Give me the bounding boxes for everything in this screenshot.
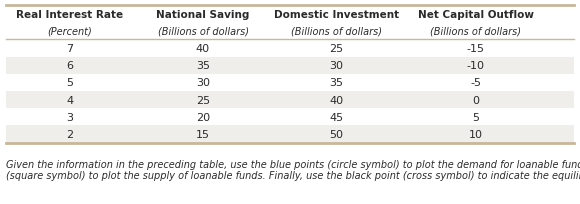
Text: (Percent): (Percent) (47, 27, 92, 37)
Text: (Billions of dollars): (Billions of dollars) (158, 27, 248, 37)
Text: 10: 10 (469, 129, 483, 139)
Bar (6, 92, 574, 109)
Text: 50: 50 (329, 129, 343, 139)
Text: 45: 45 (329, 112, 343, 122)
Text: (Billions of dollars): (Billions of dollars) (430, 27, 521, 37)
Text: 40: 40 (196, 44, 210, 54)
Text: 7: 7 (66, 44, 73, 54)
Text: 25: 25 (329, 44, 343, 54)
Text: 0: 0 (472, 95, 479, 105)
Text: 30: 30 (196, 78, 210, 88)
Text: 20: 20 (196, 112, 210, 122)
Bar (6, 57, 574, 74)
Text: 3: 3 (66, 112, 73, 122)
Text: 30: 30 (329, 61, 343, 71)
Text: 35: 35 (196, 61, 210, 71)
Bar (6, 74, 574, 92)
Text: 2: 2 (66, 129, 73, 139)
Text: National Saving: National Saving (157, 10, 249, 20)
Text: Real Interest Rate: Real Interest Rate (16, 10, 123, 20)
Text: 5: 5 (472, 112, 479, 122)
Text: 40: 40 (329, 95, 343, 105)
Bar (6, 126, 574, 143)
Text: 5: 5 (66, 78, 73, 88)
Bar (6, 109, 574, 126)
Bar (6, 40, 574, 57)
Text: -10: -10 (466, 61, 485, 71)
Text: (Billions of dollars): (Billions of dollars) (291, 27, 382, 37)
Text: 4: 4 (66, 95, 73, 105)
Text: 15: 15 (196, 129, 210, 139)
Text: Domestic Investment: Domestic Investment (274, 10, 399, 20)
Text: -5: -5 (470, 78, 481, 88)
Text: 25: 25 (196, 95, 210, 105)
Text: 6: 6 (66, 61, 73, 71)
Text: 35: 35 (329, 78, 343, 88)
Text: -15: -15 (466, 44, 485, 54)
Text: Net Capital Outflow: Net Capital Outflow (418, 10, 534, 20)
Text: Given the information in the preceding table, use the blue points (circle symbol: Given the information in the preceding t… (6, 159, 580, 181)
